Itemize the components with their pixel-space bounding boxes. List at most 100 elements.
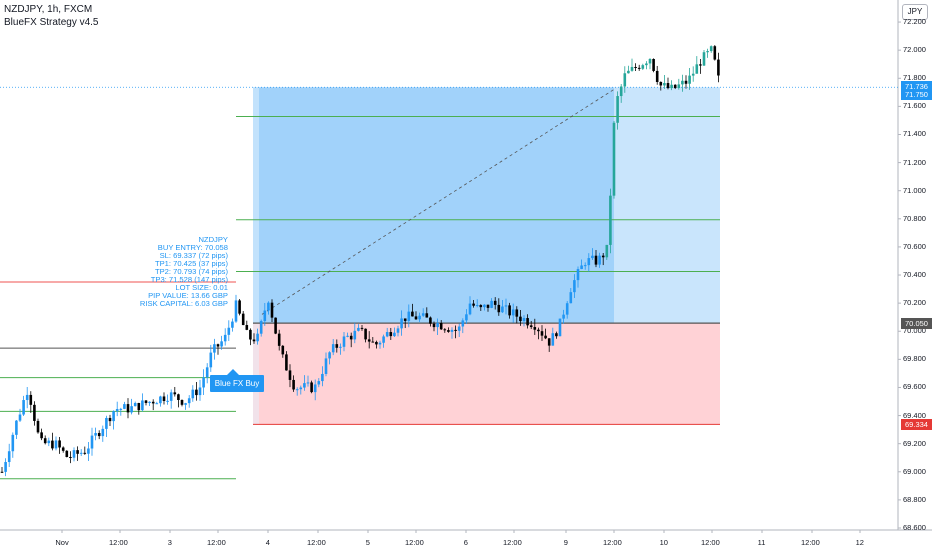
candle-body — [349, 335, 353, 340]
candle-body — [587, 258, 591, 266]
info-pip-value: PIP VALUE: 13.66 GBP — [148, 291, 228, 300]
candle-body — [33, 404, 36, 421]
trade-path-line — [261, 87, 617, 315]
candle-body — [202, 377, 205, 388]
y-axis-label: 70.600 — [903, 241, 926, 251]
candle-body — [115, 409, 119, 412]
candle-body — [69, 456, 72, 458]
candle-body — [108, 417, 112, 422]
candle-body — [58, 440, 61, 448]
candle-body — [681, 80, 684, 85]
candle-body — [306, 382, 310, 384]
candle-body — [79, 452, 83, 454]
candle-body — [198, 387, 202, 396]
candle-body — [702, 52, 706, 66]
candle-body — [663, 83, 666, 86]
chart-title: NZDJPY, 1h, FXCM — [4, 4, 93, 15]
candle-body — [461, 320, 465, 327]
candle-body — [619, 86, 623, 97]
buy-signal-arrow-icon — [227, 369, 239, 375]
candle-body — [29, 394, 33, 405]
info-stop-loss: SL: 69.337 (72 pips) — [159, 251, 228, 260]
x-axis-label: 12:00 — [603, 538, 622, 547]
candle-body — [223, 334, 227, 342]
candle-body — [465, 314, 468, 321]
x-axis-label: 6 — [463, 538, 468, 547]
y-axis-label: 69.200 — [903, 438, 926, 448]
candle-body — [544, 335, 547, 339]
candle-body — [155, 403, 159, 405]
candle-body — [645, 63, 648, 66]
candle-body — [90, 435, 94, 449]
candle-body — [706, 51, 709, 53]
currency-badge[interactable]: JPY — [902, 4, 928, 20]
candle-body — [339, 346, 342, 348]
candle-body — [551, 333, 555, 346]
x-axis-label: 11 — [757, 538, 766, 547]
x-axis-label: 4 — [265, 538, 270, 547]
candle-body — [371, 341, 375, 343]
profit-zone-extended — [614, 87, 720, 324]
candle-body — [263, 310, 267, 322]
candle-body — [641, 65, 645, 69]
y-axis-label: 70.000 — [903, 326, 926, 336]
candle-body — [655, 70, 659, 82]
candle-body — [177, 394, 180, 401]
candle-body — [717, 59, 720, 76]
candle-body — [565, 303, 569, 315]
candle-body — [547, 338, 551, 346]
candle-body — [637, 67, 641, 69]
candle-body — [130, 406, 133, 413]
candle-body — [36, 420, 40, 433]
x-axis-label: 12:00 — [405, 538, 424, 547]
candle-body — [447, 330, 450, 332]
candle-body — [252, 339, 256, 342]
candle-body — [277, 333, 281, 346]
candle-body — [486, 304, 490, 308]
candle-body — [522, 318, 526, 322]
buy-signal-label[interactable]: Blue FX Buy — [210, 375, 264, 392]
candle-body — [479, 305, 483, 308]
candle-body — [216, 344, 220, 347]
candle-body — [191, 389, 195, 399]
y-axis-label: 70.800 — [903, 213, 926, 223]
candle-body — [659, 81, 663, 86]
profit-zone — [253, 87, 614, 324]
candle-body — [7, 451, 11, 463]
zone-edge — [253, 87, 259, 425]
x-axis-label: 10 — [659, 538, 668, 547]
candle-body — [393, 332, 396, 337]
y-axis-label: 70.200 — [903, 298, 926, 308]
strategy-name: BlueFX Strategy v4.5 — [4, 17, 99, 28]
candle-body — [18, 414, 22, 421]
candle-body — [227, 327, 231, 335]
candle-body — [166, 400, 169, 402]
candle-body — [429, 317, 432, 324]
candle-body — [389, 332, 393, 337]
y-axis-label: 71.200 — [903, 157, 926, 167]
candle-body — [303, 383, 306, 388]
candle-body — [468, 303, 472, 315]
candle-body — [580, 265, 583, 270]
candle-body — [573, 280, 576, 293]
candle-body — [612, 122, 616, 196]
candle-body — [436, 323, 439, 328]
candle-body — [292, 379, 295, 390]
candle-body — [670, 84, 673, 89]
candle-body — [504, 305, 508, 307]
candle-body — [421, 313, 425, 316]
candle-body — [357, 327, 360, 331]
candle-body — [648, 58, 652, 64]
candle-body — [310, 382, 313, 393]
y-axis-label: 69.000 — [903, 466, 926, 476]
candle-body — [677, 84, 681, 89]
info-symbol: NZDJPY — [198, 235, 228, 244]
candle-body — [609, 195, 612, 245]
candle-body — [342, 336, 346, 347]
candle-body — [558, 318, 562, 337]
x-axis-label: 12:00 — [307, 538, 326, 547]
candle-body — [119, 408, 123, 410]
candle-body — [11, 434, 15, 452]
y-axis-label: 70.400 — [903, 270, 926, 280]
